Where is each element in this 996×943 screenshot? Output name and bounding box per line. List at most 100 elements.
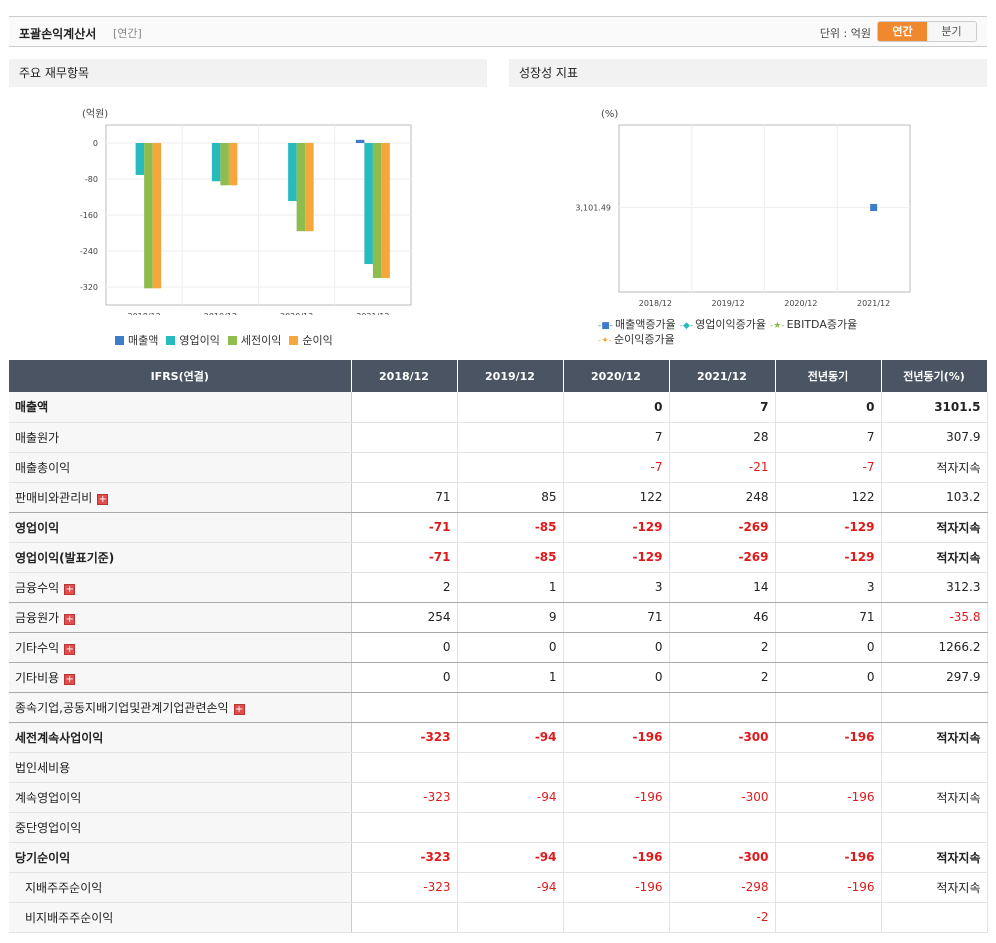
table-row: 판매비와관리비 +71 85 122 248 122 103.2 [9,482,988,513]
table-cell [775,812,882,843]
row-label[interactable]: 금융원가 + [9,602,352,633]
table-row: 지배주주순이익 -323 -94 -196 -298 -196 적자지속 [9,872,988,903]
table-row: 영업이익(발표기준) -71 -85 -129 -269 -129 적자지속 [9,542,988,573]
table-cell [881,812,988,843]
period-subtitle: [연간] [113,27,142,40]
row-label-text: 비지배주주순이익 [25,910,114,925]
bar [288,143,297,202]
row-label[interactable]: 기타수익 + [9,632,352,663]
table-cell [351,392,458,423]
x-tick-label: 2019/12 [204,312,237,315]
x-tick-label: 2021/12 [857,299,890,308]
table-cell: 71 [351,482,458,513]
row-label[interactable]: 판매비와관리비 + [9,482,352,513]
table-cell: 적자지속 [881,782,988,813]
table-cell [669,752,776,783]
table-cell [775,692,882,723]
expand-plus-icon[interactable]: + [64,583,76,595]
table-cell: -300 [669,842,776,873]
bar [381,143,390,278]
expand-plus-icon[interactable]: + [64,643,76,655]
table-cell [457,812,564,843]
table-cell: 0 [351,662,458,693]
legend-swatch [289,336,299,345]
x-tick-label: 2020/12 [784,299,817,308]
table-cell: -196 [775,782,882,813]
table-cell [351,812,458,843]
table-cell: -323 [351,782,458,813]
row-label[interactable]: 금융수익 + [9,572,352,603]
row-label: 세전계속사업이익 [9,722,352,753]
header-label-column: IFRS(연결) [9,360,352,392]
growth-line-chart: 3,101.49 (%) 2018/12 2019/12 2020/12 2021/12 [575,109,911,308]
row-label-text: 당기순이익 [15,850,71,865]
row-label-text: 영업이익 [15,520,60,535]
row-label-text: 매출원가 [15,430,60,445]
row-label: 매출총이익 [9,452,352,483]
table-cell: -129 [775,512,882,543]
quarter-button[interactable]: 분기 [927,22,976,41]
table-cell: 297.9 [881,662,988,693]
table-cell: 적자지속 [881,542,988,573]
period-toggle: 연간 분기 [877,21,977,42]
table-cell: -7 [563,452,670,483]
table-cell: -94 [457,722,564,753]
row-label-text: 기타비용 [15,670,60,685]
row-label-text: 판매비와관리비 [15,490,93,505]
expand-plus-icon[interactable]: + [64,673,76,685]
table-cell: -196 [775,842,882,873]
table-cell: -196 [563,872,670,903]
table-cell: 312.3 [881,572,988,603]
table-cell: -298 [669,872,776,903]
row-label-text: 매출총이익 [15,460,71,475]
table-cell [351,422,458,453]
table-cell: 122 [563,482,670,513]
row-label: 중단영업이익 [9,812,352,843]
table-cell [457,692,564,723]
table-cell: 71 [563,602,670,633]
row-label: 영업이익 [9,512,352,543]
bar [305,143,314,232]
row-label-text: 영업이익(발표기준) [15,550,115,565]
bar [135,143,145,175]
table-cell: -300 [669,722,776,753]
table-cell: 적자지속 [881,722,988,753]
table-cell [563,692,670,723]
expand-plus-icon[interactable]: + [64,613,76,625]
table-cell [457,752,564,783]
row-label[interactable]: 종속기업,공동지배기업및관계기업관련손익 + [9,692,352,723]
row-label: 비지배주주순이익 [9,902,352,933]
table-cell [881,752,988,783]
table-cell: 3 [563,572,670,603]
table-cell: -129 [563,512,670,543]
table-cell: -94 [457,872,564,903]
row-label[interactable]: 기타비용 + [9,662,352,693]
x-tick-label: 2019/12 [712,299,745,308]
table-cell [775,752,882,783]
row-label-text: 매출액 [15,400,49,415]
table-cell: -85 [457,542,564,573]
table-cell: 1266.2 [881,632,988,663]
legend-label: 순이익증가율 [614,333,675,346]
table-row: 기타비용 +0 1 0 2 0 297.9 [9,662,988,693]
table-row: 매출총이익 -7 -21 -7 적자지속 [9,452,988,483]
left-panel-title: 주요 재무항목 [9,59,487,87]
expand-plus-icon[interactable]: + [97,493,109,505]
table-cell: 14 [669,572,776,603]
table-cell [881,692,988,723]
legend-item: 세전이익 [227,332,282,348]
table-cell: 0 [775,662,882,693]
annual-button[interactable]: 연간 [878,22,927,41]
table-cell: 1 [457,662,564,693]
table-row: 법인세비용 [9,752,988,783]
legend-swatch [115,336,124,345]
table-cell: 103.2 [881,482,988,513]
table-header-row: IFRS(연결) 2018/12 2019/12 2020/12 2021/12 전년동기… [9,360,988,392]
x-tick-label: 2018/12 [639,299,672,308]
legend-label: 세전이익 [240,334,282,347]
table-cell: -21 [669,452,776,483]
expand-plus-icon[interactable]: + [233,703,245,715]
bar [372,143,382,278]
table-cell [775,902,882,933]
table-cell: 0 [775,392,882,423]
